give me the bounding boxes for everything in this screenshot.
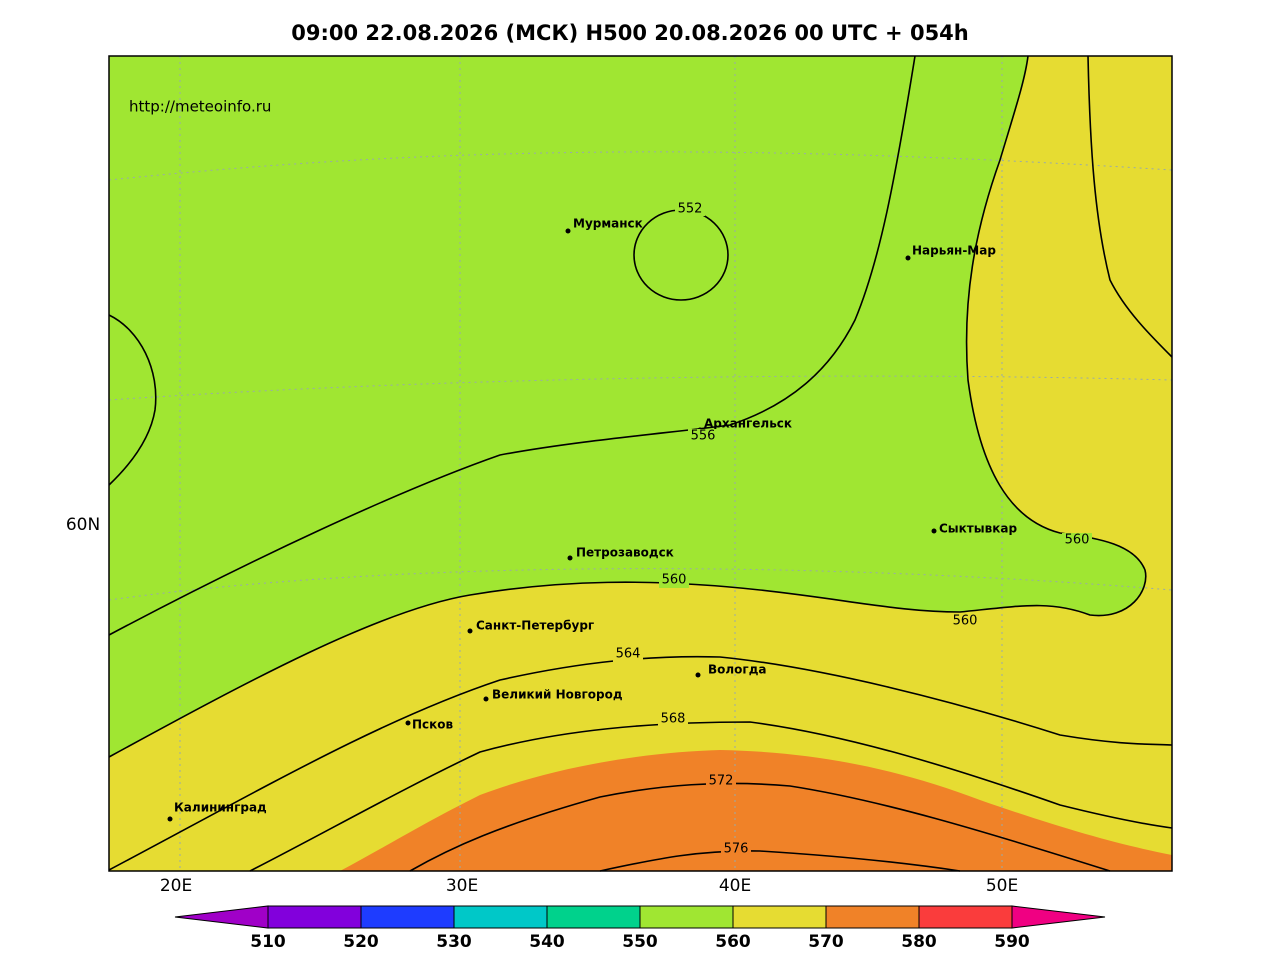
label-bg	[721, 842, 751, 857]
city-dot	[931, 528, 937, 534]
lon-label: 40E	[719, 876, 751, 896]
contour-564	[108, 655, 1173, 871]
label-bg	[675, 201, 705, 216]
colorbar-tick-label: 540	[529, 932, 565, 952]
lon-label: 30E	[446, 876, 478, 896]
contour-556-east	[1087, 55, 1173, 358]
label-bg	[688, 429, 718, 444]
colorbar-tick-label: 550	[622, 932, 658, 952]
contour-556	[108, 55, 916, 636]
contour-label: 576	[724, 842, 749, 857]
city-label: Калининград	[174, 801, 267, 815]
colorbar-arrow	[1011, 905, 1106, 929]
city-label: Вологда	[708, 663, 766, 677]
city-label: Сыктывкар	[939, 522, 1017, 536]
label-bg	[1062, 533, 1092, 548]
coordinate-labels: 60N 20E 30E 40E 50E	[66, 515, 1018, 896]
lon-label: 50E	[986, 876, 1018, 896]
label-bg	[659, 573, 689, 588]
colorbar-segment	[453, 905, 548, 929]
contour-label: 572	[709, 774, 734, 789]
colorbar-tick-label: 510	[250, 932, 286, 952]
city-label: Нарьян-Мар	[912, 244, 996, 258]
source-url: http://meteoinfo.ru	[129, 98, 271, 116]
field-570-580	[340, 750, 1172, 871]
contour-labels: 552 556 560 560 560 564 568 572 576	[613, 201, 1092, 857]
colorbar-tick-label: 570	[808, 932, 844, 952]
contour-560	[108, 55, 1147, 758]
colorbar-tick-label: 590	[994, 932, 1030, 952]
colorbar-segment	[546, 905, 641, 929]
city-dot	[167, 816, 173, 822]
city-label: Санкт-Петербург	[476, 619, 594, 633]
contour-568	[249, 721, 1173, 872]
city-dot	[565, 228, 571, 234]
city-label: Петрозаводск	[576, 546, 674, 560]
city-dot	[567, 555, 573, 561]
colorbar-arrow	[174, 905, 269, 929]
city-dot	[405, 720, 411, 726]
contour-label: 552	[678, 202, 703, 217]
city-dot	[483, 696, 489, 702]
label-bg	[706, 774, 736, 789]
colorbar-tick-label: 560	[715, 932, 751, 952]
city-label: Великий Новгород	[492, 688, 623, 702]
colorbar: 510 520 530 540 550 560 570 580 590	[174, 905, 1106, 952]
city-dot	[695, 672, 701, 678]
colorbar-segment	[267, 905, 362, 929]
title: 09:00 22.08.2026 (МСК) H500 20.08.2026 0…	[291, 21, 969, 45]
map-area: http://meteoinfo.ru	[108, 55, 1173, 872]
colorbar-segment	[639, 905, 734, 929]
colorbar-tick-label: 580	[901, 932, 937, 952]
contour-label: 568	[661, 712, 686, 727]
colorbar-segment	[825, 905, 920, 929]
contour-556-west	[108, 314, 157, 486]
colorbar-segment	[918, 905, 1013, 929]
colorbar-tick-label: 530	[436, 932, 472, 952]
contour-label: 556	[691, 429, 716, 444]
map-frame	[108, 55, 1173, 872]
cities: Мурманск Нарьян-Мар Архангельск Сыктывка…	[167, 217, 1017, 822]
contour-576	[599, 850, 961, 872]
label-bg	[613, 647, 643, 662]
lon-label: 20E	[160, 876, 192, 896]
city-label: Псков	[412, 718, 454, 732]
city-label: Мурманск	[573, 217, 643, 231]
city-dot	[905, 255, 911, 261]
colorbar-segment	[360, 905, 455, 929]
field-560-570	[109, 56, 1172, 871]
colorbar-tick-label: 520	[343, 932, 379, 952]
contour-label: 560	[662, 573, 687, 588]
label-bg	[658, 712, 688, 727]
contour-label: 560	[1065, 533, 1090, 548]
label-bg	[950, 614, 980, 629]
lat-label: 60N	[66, 515, 100, 535]
contour-label: 564	[616, 647, 641, 662]
colorbar-segment	[732, 905, 827, 929]
city-label: Архангельск	[704, 417, 792, 431]
contour-label: 560	[953, 614, 978, 629]
city-dot	[467, 628, 473, 634]
